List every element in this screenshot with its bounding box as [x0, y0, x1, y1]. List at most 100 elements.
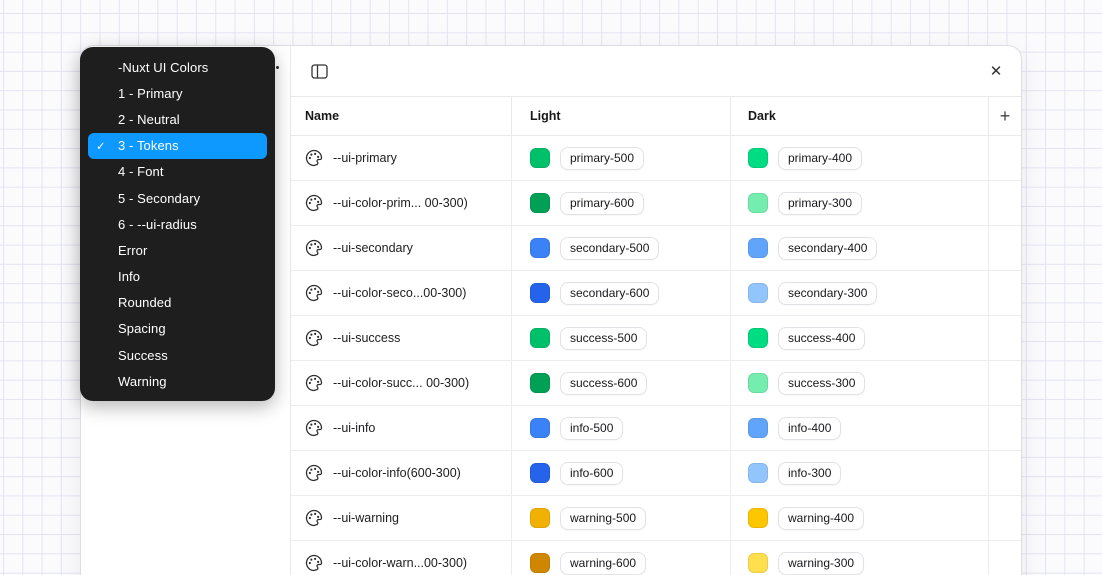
add-mode-button[interactable]: + — [988, 97, 1021, 135]
table-row[interactable]: --ui-color-succ... 00-300) success-600 s… — [291, 361, 1021, 406]
dropdown-menu-item[interactable]: 1 - Primary — [88, 80, 267, 106]
table-row[interactable]: --ui-color-info(600-300) info-600 info-3… — [291, 451, 1021, 496]
dropdown-menu-item[interactable]: 5 - Secondary — [88, 185, 267, 211]
color-swatch-dark[interactable] — [748, 283, 768, 303]
color-swatch-dark[interactable] — [748, 238, 768, 258]
token-badge-dark[interactable]: success-400 — [778, 326, 866, 350]
token-badge-light[interactable]: success-500 — [560, 326, 648, 350]
token-badge-dark[interactable]: info-300 — [778, 461, 842, 485]
token-badge-dark[interactable]: warning-300 — [778, 551, 865, 575]
table-row[interactable]: --ui-color-warn...00-300) warning-600 wa… — [291, 541, 1021, 575]
table-row[interactable]: --ui-warning warning-500 warning-400 — [291, 496, 1021, 541]
color-swatch-light[interactable] — [530, 463, 550, 483]
token-badge-light[interactable]: info-600 — [560, 461, 624, 485]
color-swatch-dark[interactable] — [748, 373, 768, 393]
variable-name: --ui-color-warn...00-300) — [333, 556, 468, 570]
table-body: --ui-primary primary-500 primary-400 -- — [291, 136, 1021, 575]
color-swatch-light[interactable] — [530, 148, 550, 168]
menu-item-label: Success — [118, 347, 168, 363]
variable-name-cell[interactable]: --ui-color-info(600-300) — [291, 451, 511, 495]
dark-value-cell: info-400 — [730, 406, 988, 450]
variable-name-cell[interactable]: --ui-color-prim... 00-300) — [291, 181, 511, 225]
table-row[interactable]: --ui-secondary secondary-500 secondary-4… — [291, 226, 1021, 271]
variable-name-cell[interactable]: --ui-color-succ... 00-300) — [291, 361, 511, 405]
sidebar-toggle-button[interactable] — [307, 59, 331, 83]
light-value-cell: secondary-600 — [511, 271, 730, 315]
dropdown-menu-item[interactable]: ✓ 3 - Tokens — [88, 132, 267, 159]
dropdown-menu-item[interactable]: Spacing — [88, 316, 267, 342]
variables-table-area: ✕ Name Light Dark + --ui-primary — [290, 46, 1021, 575]
dropdown-menu-item[interactable]: -Nuxt UI Colors — [88, 54, 267, 80]
token-badge-dark[interactable]: primary-300 — [778, 191, 863, 215]
palette-icon — [305, 509, 323, 527]
close-button[interactable]: ✕ — [984, 59, 1008, 83]
token-badge-light[interactable]: secondary-600 — [560, 281, 660, 305]
color-swatch-light[interactable] — [530, 418, 550, 438]
color-swatch-light[interactable] — [530, 193, 550, 213]
panel-header: ✕ — [291, 46, 1021, 96]
token-badge-light[interactable]: primary-600 — [560, 191, 645, 215]
dropdown-menu-item[interactable]: Error — [88, 237, 267, 263]
table-row[interactable]: --ui-info info-500 info-400 — [291, 406, 1021, 451]
variable-name-cell[interactable]: --ui-secondary — [291, 226, 511, 270]
dropdown-menu-item[interactable]: Info — [88, 264, 267, 290]
token-badge-dark[interactable]: secondary-300 — [778, 281, 878, 305]
menu-item-label: 1 - Primary — [118, 85, 183, 101]
dropdown-menu-item[interactable]: Rounded — [88, 290, 267, 316]
close-icon: ✕ — [989, 62, 1003, 80]
color-swatch-dark[interactable] — [748, 508, 768, 528]
color-swatch-light[interactable] — [530, 373, 550, 393]
token-badge-light[interactable]: secondary-500 — [560, 236, 660, 260]
empty-cell — [988, 361, 1021, 405]
token-badge-light[interactable]: success-600 — [560, 371, 648, 395]
check-icon: ✓ — [96, 140, 106, 153]
color-swatch-dark[interactable] — [748, 553, 768, 573]
token-badge-light[interactable]: primary-500 — [560, 146, 645, 170]
table-row[interactable]: --ui-primary primary-500 primary-400 — [291, 136, 1021, 181]
variable-name-cell[interactable]: --ui-color-warn...00-300) — [291, 541, 511, 575]
dropdown-menu-item[interactable]: Warning — [88, 368, 267, 394]
palette-icon — [305, 329, 323, 347]
token-badge-light[interactable]: warning-500 — [560, 506, 647, 530]
color-swatch-dark[interactable] — [748, 148, 768, 168]
color-swatch-dark[interactable] — [748, 418, 768, 438]
color-swatch-light[interactable] — [530, 553, 550, 573]
menu-item-label: Error — [118, 242, 148, 258]
palette-icon — [305, 194, 323, 212]
variable-name-cell[interactable]: --ui-info — [291, 406, 511, 450]
token-badge-light[interactable]: info-500 — [560, 416, 624, 440]
token-badge-light[interactable]: warning-600 — [560, 551, 647, 575]
empty-cell — [988, 451, 1021, 495]
table-row[interactable]: --ui-color-prim... 00-300) primary-600 p… — [291, 181, 1021, 226]
variable-name-cell[interactable]: --ui-success — [291, 316, 511, 360]
color-swatch-light[interactable] — [530, 238, 550, 258]
menu-item-label: 6 - --ui-radius — [118, 216, 197, 232]
variable-name-cell[interactable]: --ui-primary — [291, 136, 511, 180]
dropdown-menu-item[interactable]: Success — [88, 342, 267, 368]
color-swatch-dark[interactable] — [748, 328, 768, 348]
variable-name-cell[interactable]: --ui-color-seco...00-300) — [291, 271, 511, 315]
dropdown-menu-item[interactable]: 6 - --ui-radius — [88, 211, 267, 237]
menu-item-label: 2 - Neutral — [118, 111, 180, 127]
variable-name-cell[interactable]: --ui-warning — [291, 496, 511, 540]
color-swatch-light[interactable] — [530, 283, 550, 303]
variable-name: --ui-color-succ... 00-300) — [333, 376, 470, 390]
color-swatch-dark[interactable] — [748, 193, 768, 213]
token-badge-dark[interactable]: warning-400 — [778, 506, 865, 530]
color-swatch-dark[interactable] — [748, 463, 768, 483]
token-badge-dark[interactable]: success-300 — [778, 371, 866, 395]
color-swatch-light[interactable] — [530, 508, 550, 528]
empty-cell — [988, 181, 1021, 225]
dropdown-menu-item[interactable]: 4 - Font — [88, 159, 267, 185]
table-row[interactable]: --ui-color-seco...00-300) secondary-600 … — [291, 271, 1021, 316]
dropdown-menu-item[interactable]: 2 - Neutral — [88, 106, 267, 132]
token-badge-dark[interactable]: primary-400 — [778, 146, 863, 170]
table-header-row: Name Light Dark + — [291, 96, 1021, 136]
menu-item-label: 5 - Secondary — [118, 190, 201, 206]
token-badge-dark[interactable]: info-400 — [778, 416, 842, 440]
empty-cell — [988, 136, 1021, 180]
table-row[interactable]: --ui-success success-500 success-400 — [291, 316, 1021, 361]
token-badge-dark[interactable]: secondary-400 — [778, 236, 878, 260]
palette-icon — [305, 149, 323, 167]
color-swatch-light[interactable] — [530, 328, 550, 348]
